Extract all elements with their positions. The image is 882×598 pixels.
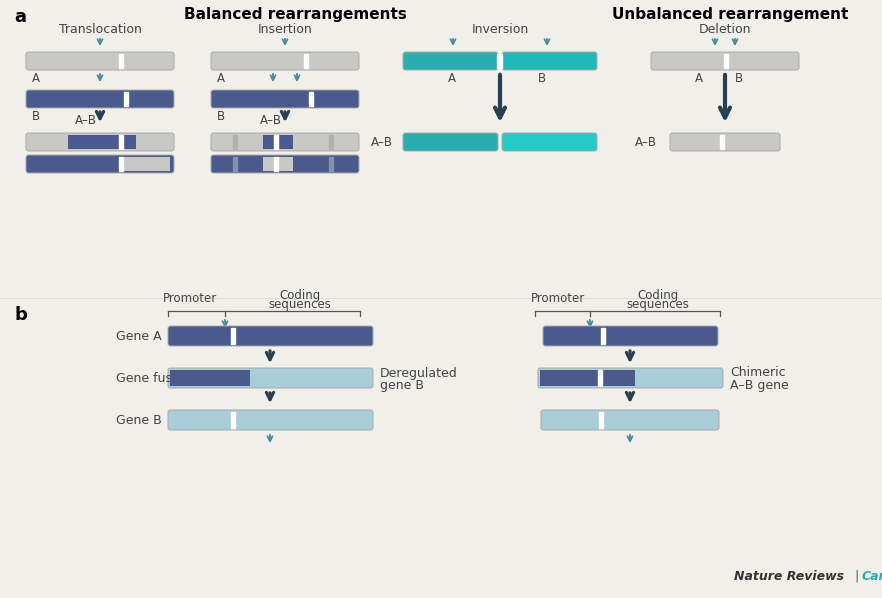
FancyBboxPatch shape <box>26 90 174 108</box>
Bar <box>304 54 308 68</box>
Text: Translocation: Translocation <box>58 23 141 36</box>
Bar <box>231 328 235 344</box>
FancyBboxPatch shape <box>26 133 174 151</box>
Text: A–B: A–B <box>371 136 393 148</box>
FancyBboxPatch shape <box>26 155 174 173</box>
Text: Promoter: Promoter <box>163 292 217 305</box>
Bar <box>540 370 635 386</box>
Text: A: A <box>32 72 40 85</box>
Text: A: A <box>217 72 225 85</box>
FancyBboxPatch shape <box>403 133 498 151</box>
FancyBboxPatch shape <box>651 52 799 70</box>
FancyBboxPatch shape <box>168 326 373 346</box>
Text: B: B <box>538 72 546 85</box>
Text: Gene B: Gene B <box>116 413 161 426</box>
Text: sequences: sequences <box>268 298 332 311</box>
FancyBboxPatch shape <box>211 90 359 108</box>
Text: A–B gene: A–B gene <box>730 379 789 392</box>
Bar <box>119 135 123 149</box>
Text: |: | <box>851 570 863 583</box>
Text: Chimeric: Chimeric <box>730 367 786 380</box>
Bar <box>231 412 235 428</box>
FancyBboxPatch shape <box>211 52 359 70</box>
Text: gene B: gene B <box>380 379 424 392</box>
Text: Deregulated: Deregulated <box>380 367 458 380</box>
Text: A: A <box>695 72 703 85</box>
Text: B: B <box>32 110 40 123</box>
Text: Promoter: Promoter <box>531 292 585 305</box>
FancyBboxPatch shape <box>168 368 373 388</box>
Text: A–B: A–B <box>260 114 282 127</box>
Text: B: B <box>735 72 744 85</box>
FancyBboxPatch shape <box>211 155 359 173</box>
FancyBboxPatch shape <box>502 52 597 70</box>
Bar <box>68 135 136 149</box>
Bar <box>598 370 602 386</box>
Text: b: b <box>14 306 26 324</box>
Bar <box>720 135 724 149</box>
Bar <box>329 135 333 149</box>
Bar <box>124 157 170 171</box>
Text: Gene fusion: Gene fusion <box>116 371 191 385</box>
Bar <box>233 157 237 171</box>
Bar <box>601 328 605 344</box>
Text: A: A <box>448 72 456 85</box>
Text: A–B: A–B <box>635 136 657 148</box>
FancyBboxPatch shape <box>538 368 723 388</box>
Text: B: B <box>217 110 225 123</box>
Bar <box>119 54 123 68</box>
FancyBboxPatch shape <box>541 410 719 430</box>
Text: sequences: sequences <box>626 298 690 311</box>
Text: A–B: A–B <box>75 114 97 127</box>
Bar <box>599 412 603 428</box>
Bar <box>263 157 293 171</box>
Bar <box>274 135 278 149</box>
Bar <box>329 157 333 171</box>
Bar <box>170 370 250 386</box>
Bar <box>233 135 237 149</box>
Text: Coding: Coding <box>638 289 678 302</box>
Text: Deletion: Deletion <box>699 23 751 36</box>
FancyBboxPatch shape <box>403 52 498 70</box>
Bar <box>124 92 128 106</box>
Bar <box>274 157 278 171</box>
Text: Insertion: Insertion <box>258 23 312 36</box>
Text: Inversion: Inversion <box>471 23 528 36</box>
Text: a: a <box>14 8 26 26</box>
Bar <box>724 54 728 68</box>
Text: Balanced rearrangements: Balanced rearrangements <box>183 7 407 22</box>
Text: Gene A: Gene A <box>116 329 161 343</box>
FancyBboxPatch shape <box>502 133 597 151</box>
FancyBboxPatch shape <box>670 133 780 151</box>
Bar <box>309 92 313 106</box>
Text: Unbalanced rearrangement: Unbalanced rearrangement <box>612 7 848 22</box>
Bar <box>119 157 123 171</box>
FancyBboxPatch shape <box>211 133 359 151</box>
Text: Cancer: Cancer <box>862 570 882 583</box>
Text: Coding: Coding <box>280 289 321 302</box>
FancyBboxPatch shape <box>168 410 373 430</box>
FancyBboxPatch shape <box>26 52 174 70</box>
Bar <box>497 54 502 68</box>
FancyBboxPatch shape <box>543 326 718 346</box>
Bar <box>263 135 293 149</box>
Text: Nature Reviews: Nature Reviews <box>734 570 844 583</box>
